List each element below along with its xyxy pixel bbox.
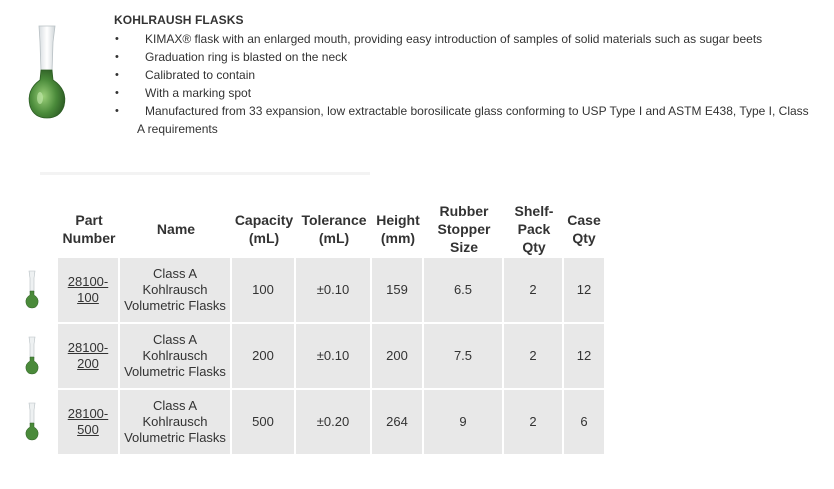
feature-item: • Graduation ring is blasted on the neck	[115, 50, 348, 64]
header-case-qty: Case Qty	[564, 200, 604, 258]
height-cell: 200	[372, 324, 424, 390]
case-qty-cell: 12	[564, 324, 604, 390]
part-number-cell: 28100- 500	[58, 390, 120, 456]
header-tolerance: Tolerance (mL)	[296, 200, 372, 258]
flask-thumbnail-icon[interactable]	[24, 402, 40, 442]
header-shelf-pack: Shelf- Pack Qty	[504, 200, 564, 258]
stopper-size-cell: 7.5	[424, 324, 504, 390]
part-number-link[interactable]: 28100- 200	[67, 340, 109, 371]
header-height: Height (mm)	[372, 200, 424, 258]
row-image-cell[interactable]	[8, 390, 58, 456]
name-cell: Class A Kohlrausch Volumetric Flasks	[120, 258, 232, 324]
feature-list: • KIMAX® flask with an enlarged mouth, pr…	[114, 30, 826, 138]
bullet: •	[115, 87, 119, 99]
header-part-number: Part Number	[58, 200, 120, 258]
table-row: 28100- 500 Class A Kohlrausch Volumetric Fl…	[8, 390, 604, 456]
tolerance-cell: ±0.10	[296, 258, 372, 324]
capacity-cell: 200	[232, 324, 296, 390]
header-stopper-size: Rubber Stopper Size	[424, 200, 504, 258]
part-number-link[interactable]: 28100- 500	[67, 406, 109, 437]
flask-product-image	[28, 25, 66, 119]
name-cell: Class A Kohlrausch Volumetric Flasks	[120, 324, 232, 390]
feature-item: • With a marking spot	[115, 86, 252, 100]
capacity-cell: 100	[232, 258, 296, 324]
part-number-link[interactable]: 28100- 100	[67, 274, 109, 305]
product-spec-table: Part Number Name Capacity (mL) Tolerance (m…	[8, 200, 604, 456]
tolerance-cell: ±0.10	[296, 324, 372, 390]
shelf-pack-cell: 2	[504, 258, 564, 324]
table-header-row: Part Number Name Capacity (mL) Tolerance (m…	[8, 200, 604, 258]
feature-item: • KIMAX® flask with an enlarged mouth, pr…	[115, 32, 763, 46]
height-cell: 159	[372, 258, 424, 324]
row-image-cell[interactable]	[8, 258, 58, 324]
product-title: KOHLRAUSH FLASKS	[114, 13, 244, 27]
divider	[40, 172, 370, 175]
feature-item: • Manufactured from 33 expansion, low ext…	[115, 104, 809, 136]
stopper-size-cell: 9	[424, 390, 504, 456]
bullet: •	[115, 51, 119, 63]
flask-thumbnail-icon[interactable]	[24, 270, 40, 310]
bullet: •	[115, 105, 119, 117]
shelf-pack-cell: 2	[504, 324, 564, 390]
header-image	[8, 200, 58, 258]
stopper-size-cell: 6.5	[424, 258, 504, 324]
header-capacity: Capacity (mL)	[232, 200, 296, 258]
feature-item: • Calibrated to contain	[115, 68, 256, 82]
header-name: Name	[120, 200, 232, 258]
table-row: 28100- 100 Class A Kohlrausch Volumetric Fl…	[8, 258, 604, 324]
height-cell: 264	[372, 390, 424, 456]
part-number-cell: 28100- 100	[58, 258, 120, 324]
row-image-cell[interactable]	[8, 324, 58, 390]
case-qty-cell: 12	[564, 258, 604, 324]
flask-thumbnail-icon[interactable]	[24, 336, 40, 376]
part-number-cell: 28100- 200	[58, 324, 120, 390]
tolerance-cell: ±0.20	[296, 390, 372, 456]
table-row: 28100- 200 Class A Kohlrausch Volumetric Fl…	[8, 324, 604, 390]
name-cell: Class A Kohlrausch Volumetric Flasks	[120, 390, 232, 456]
capacity-cell: 500	[232, 390, 296, 456]
case-qty-cell: 6	[564, 390, 604, 456]
bullet: •	[115, 69, 119, 81]
shelf-pack-cell: 2	[504, 390, 564, 456]
bullet: •	[115, 33, 119, 45]
